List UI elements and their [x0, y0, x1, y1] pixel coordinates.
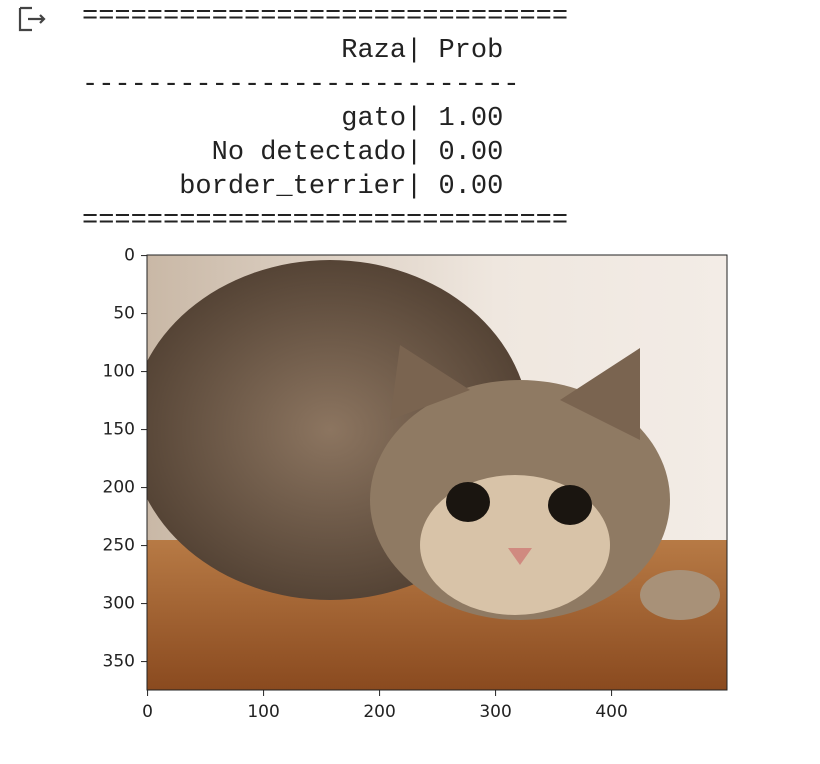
image [147, 255, 727, 690]
y-tick-label: 50 [113, 304, 135, 324]
axes-frame [146, 254, 728, 691]
output-line: ============================== [82, 206, 569, 236]
output-line: ============================== [82, 2, 569, 32]
x-tick-label: 400 [595, 702, 627, 722]
x-tick-label: 300 [479, 702, 511, 722]
output-line: No detectado| 0.00 [82, 138, 504, 168]
y-tick-label: 300 [103, 594, 135, 614]
y-tick-label: 350 [103, 652, 135, 672]
y-tick-label: 100 [103, 362, 135, 382]
x-tick-label: 200 [363, 702, 395, 722]
cell-output: ============================== Raza| Pro… [82, 0, 568, 238]
x-tick-label: 0 [142, 702, 153, 722]
y-tick-label: 250 [103, 536, 135, 556]
output-line: gato| 1.00 [82, 104, 504, 134]
output-line: border_terrier| 0.00 [82, 172, 504, 202]
x-tick-label: 100 [247, 702, 279, 722]
output-line: Raza| Prob [82, 36, 504, 66]
y-tick-label: 150 [103, 420, 135, 440]
y-tick-label: 200 [103, 478, 135, 498]
y-tick-label: 0 [124, 246, 135, 266]
output-icon [18, 6, 46, 32]
output-line: --------------------------- [82, 70, 520, 100]
